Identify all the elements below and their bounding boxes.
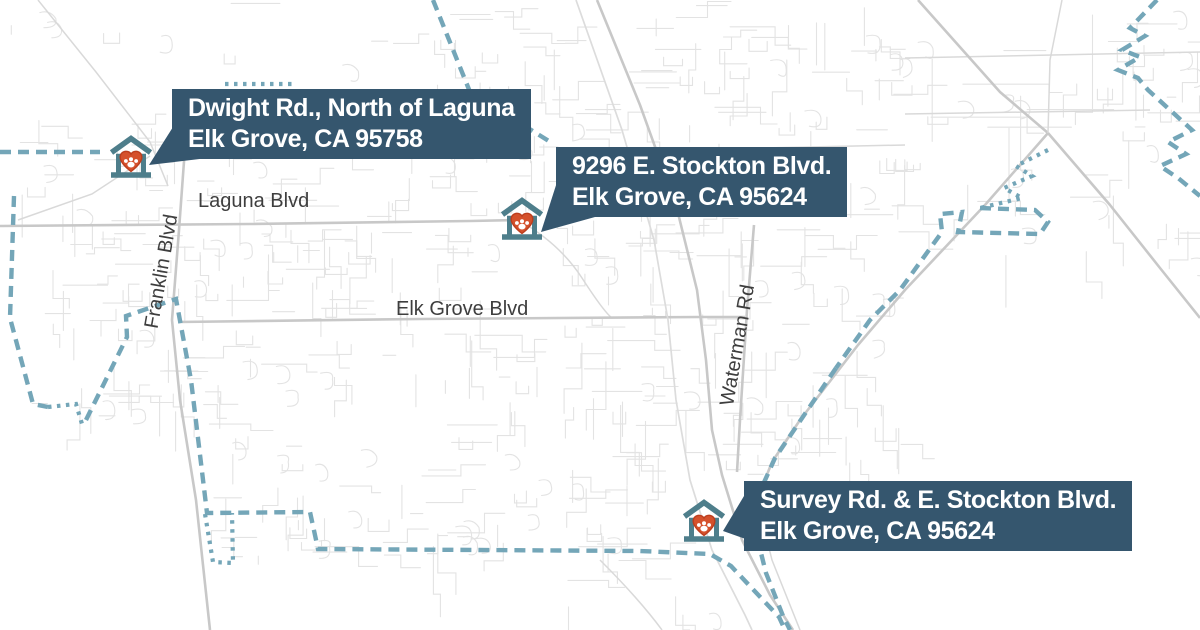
location-marker-1 [109, 135, 153, 178]
road-waterman-rd [735, 224, 756, 473]
road-franklin-blvd [170, 92, 212, 630]
callout-line2: Elk Grove, CA 95624 [572, 183, 807, 211]
paw-icon [515, 219, 529, 230]
location-callout-3: Survey Rd. & E. Stockton Blvd. Elk Grove… [744, 481, 1133, 551]
road-laguna-blvd [0, 218, 521, 228]
road-elk-grove-blvd [177, 315, 745, 324]
paw-icon [697, 521, 711, 532]
callout-line1: 9296 E. Stockton Blvd. [572, 152, 832, 180]
location-marker-3 [682, 499, 726, 542]
house-heart-icon [500, 197, 544, 240]
connector-roads [17, 0, 1200, 630]
callout-line1: Dwight Rd., North of Laguna [188, 94, 515, 122]
road-label-elk-grove-blvd: Elk Grove Blvd [396, 298, 529, 320]
callout-line2: Elk Grove, CA 95758 [188, 125, 423, 153]
location-marker-2 [500, 197, 544, 240]
house-heart-icon [109, 135, 153, 178]
road-grant-line-east [917, 0, 1200, 319]
location-callout-1: Dwight Rd., North of Laguna Elk Grove, C… [172, 89, 531, 159]
paw-icon [124, 157, 138, 168]
callout-line1: Survey Rd. & E. Stockton Blvd. [760, 486, 1117, 514]
road-label-laguna-blvd: Laguna Blvd [198, 190, 310, 212]
house-heart-icon [682, 499, 726, 542]
location-callout-2: 9296 E. Stockton Blvd. Elk Grove, CA 956… [556, 147, 848, 217]
callout-line2: Elk Grove, CA 95624 [760, 517, 995, 545]
